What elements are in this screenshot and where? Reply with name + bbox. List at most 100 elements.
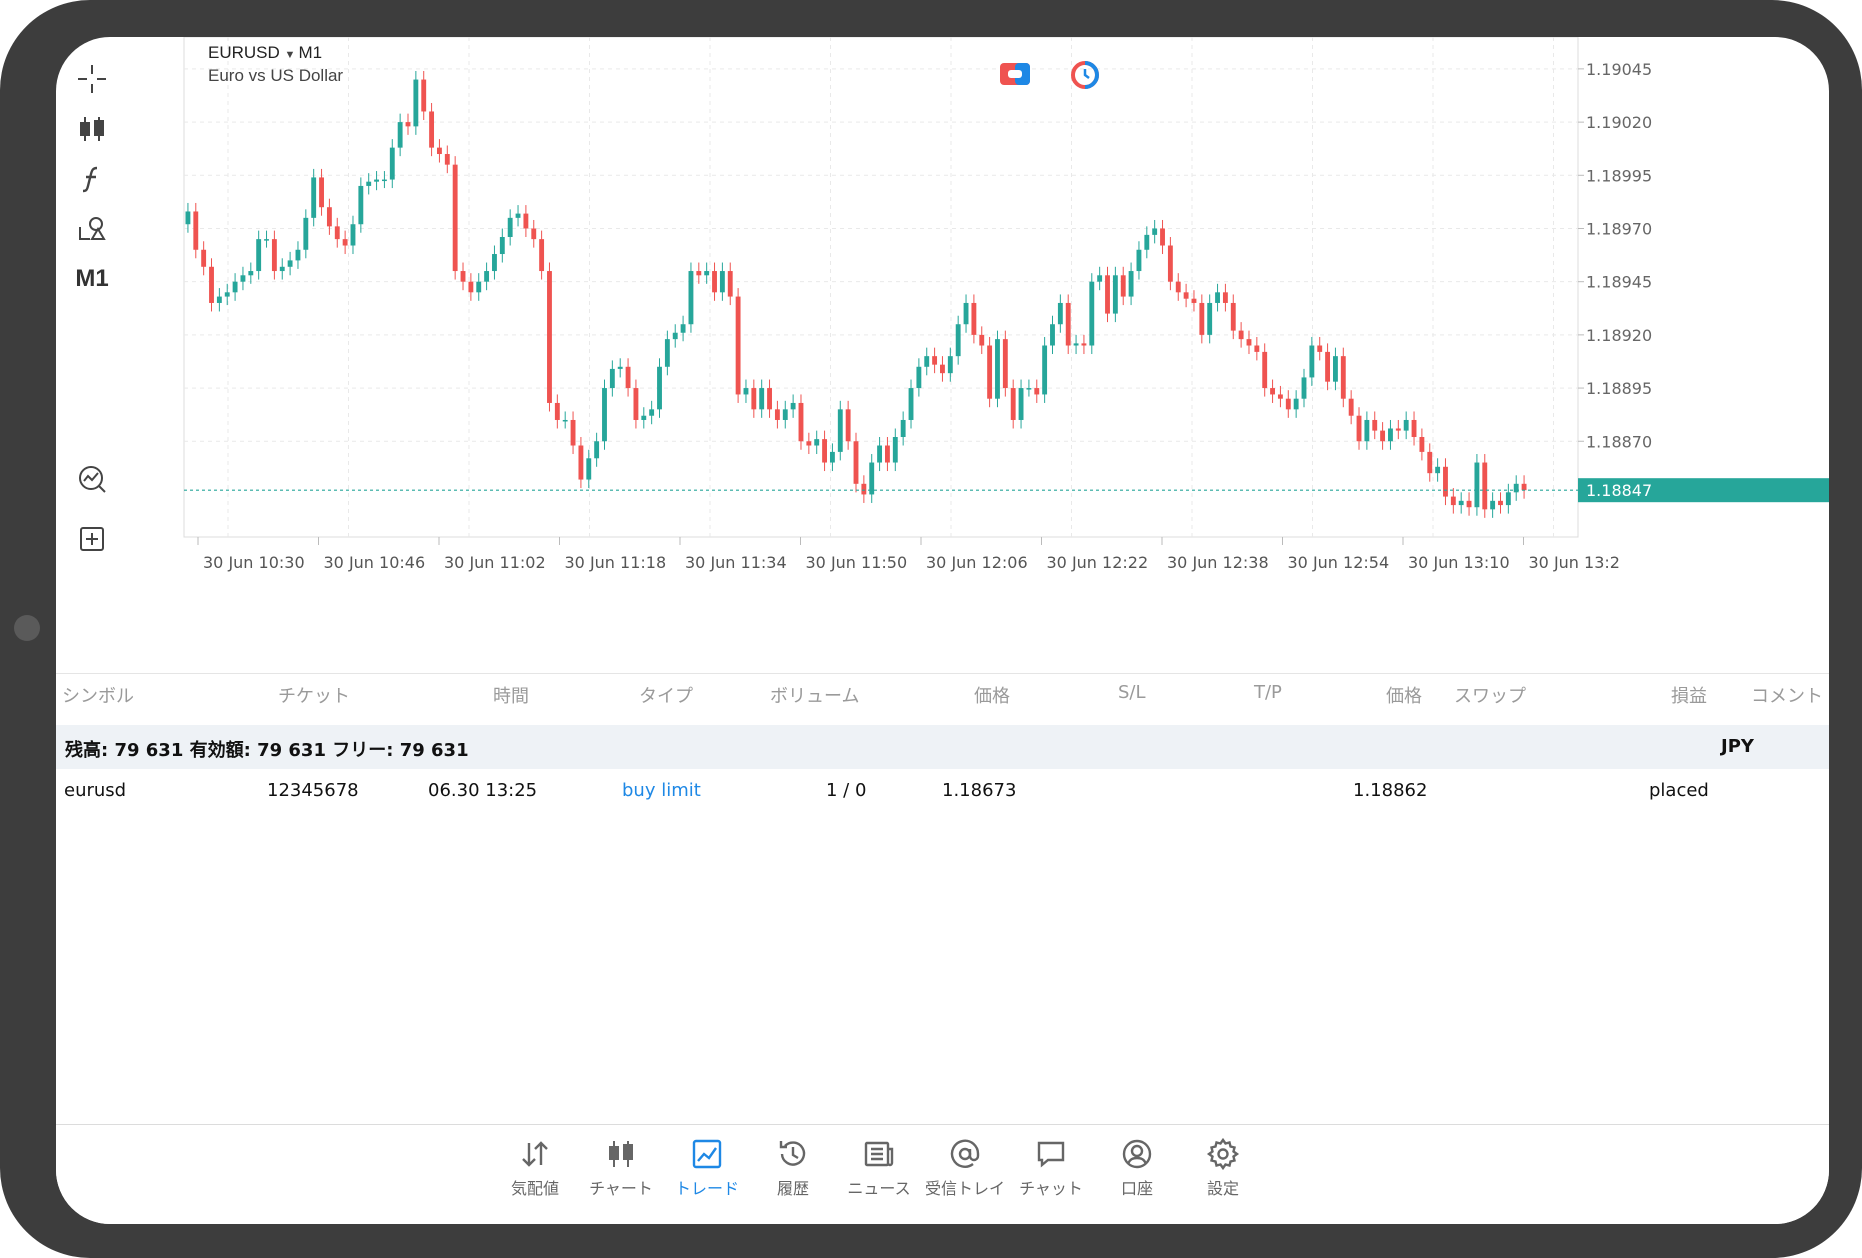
- col-ticket[interactable]: チケット: [278, 686, 350, 707]
- candle-body: [437, 147, 442, 155]
- candle-body: [1120, 275, 1126, 297]
- chart-symbol[interactable]: EURUSD: [208, 43, 280, 62]
- candle-body: [885, 445, 890, 463]
- price-axis-label: 1.19045: [1586, 60, 1652, 79]
- nav-quotes-label: 気配値: [510, 1179, 559, 1198]
- candle-body: [1215, 292, 1220, 303]
- nav-chart[interactable]: チャート: [571, 1137, 671, 1217]
- col-volume[interactable]: ボリューム: [770, 686, 860, 707]
- chart-type-candles-icon[interactable]: [70, 107, 114, 151]
- candle-body: [782, 409, 788, 420]
- candle-body: [1152, 228, 1158, 235]
- symbol-dropdown-arrow-icon[interactable]: ▼: [284, 49, 299, 61]
- candle-body: [657, 366, 662, 410]
- candle-body: [1246, 339, 1252, 346]
- candle-body: [1191, 298, 1197, 303]
- candle-body: [1270, 388, 1275, 395]
- nav-chat[interactable]: チャット: [1001, 1137, 1101, 1217]
- objects-shapes-icon[interactable]: [70, 207, 114, 251]
- candle-body: [476, 281, 482, 293]
- time-axis-label: 30 Jun 12:06: [926, 553, 1028, 572]
- chart-symbol-description: Euro vs US Dollar: [208, 66, 344, 85]
- col-type[interactable]: タイプ: [639, 686, 693, 707]
- candle-body: [1450, 496, 1456, 506]
- candle-body: [287, 260, 293, 267]
- cell-comment: placed: [1649, 780, 1709, 801]
- candle-body: [1498, 500, 1503, 506]
- candle-body: [602, 388, 607, 442]
- candle-body: [1301, 377, 1307, 399]
- candle-body: [1175, 281, 1181, 293]
- candle-body: [256, 239, 262, 272]
- candle-body: [1034, 388, 1040, 395]
- candle-body: [303, 217, 309, 250]
- price-axis-label: 1.18870: [1586, 432, 1652, 451]
- col-tp[interactable]: T/P: [1254, 682, 1282, 703]
- nav-settings[interactable]: 設定: [1173, 1137, 1273, 1217]
- candle-body: [326, 207, 332, 227]
- settings-gear-icon: [1206, 1137, 1240, 1171]
- candle-body: [366, 181, 372, 186]
- col-swap[interactable]: スワップ: [1454, 686, 1526, 707]
- candle-body: [719, 271, 725, 293]
- col-comment[interactable]: コメント: [1751, 686, 1823, 707]
- candle-body: [1238, 330, 1244, 340]
- candle-body: [829, 451, 835, 463]
- candle-body: [672, 332, 678, 340]
- candle-body: [1325, 351, 1331, 382]
- candlestick-chart[interactable]: 1.19045 1.19020 1.18995 1.18970 1.18945 1.189…: [128, 37, 1829, 673]
- price-chart[interactable]: 1.19045 1.19020 1.18995 1.18970 1.18945 1.189…: [128, 37, 1829, 673]
- candle-body: [790, 402, 796, 410]
- bottom-navigation: 気配値 チャート トレード 履歴 ニュース 受信トレイ チャット 口座: [56, 1124, 1829, 1224]
- candle-body: [987, 345, 993, 399]
- candle-body: [444, 154, 450, 165]
- candle-body: [594, 441, 600, 459]
- chart-symbol-header[interactable]: EURUSD ▼ M1: [208, 43, 322, 63]
- candle-body: [1105, 275, 1110, 314]
- candle-body: [774, 409, 780, 420]
- nav-news-label: ニュース: [847, 1179, 911, 1198]
- col-symbol[interactable]: シンボル: [62, 686, 134, 707]
- nav-news[interactable]: ニュース: [829, 1137, 929, 1217]
- candle-body: [1073, 343, 1079, 346]
- nav-mailbox[interactable]: 受信トレイ: [915, 1137, 1015, 1217]
- candle-body: [924, 356, 930, 367]
- nav-account-label: 口座: [1120, 1179, 1153, 1198]
- candle-body: [1160, 228, 1165, 246]
- nav-settings-label: 設定: [1206, 1179, 1239, 1198]
- candle-body: [547, 271, 552, 403]
- account-summary-row[interactable]: 残高: 79 631 有効額: 79 631 フリー: 79 631 JPY: [56, 725, 1829, 769]
- col-profit[interactable]: 損益: [1671, 686, 1707, 707]
- price-axis-label: 1.18895: [1586, 379, 1652, 398]
- candle-body: [570, 419, 576, 446]
- new-order-icon[interactable]: [70, 517, 114, 561]
- candle-body: [798, 402, 804, 442]
- nav-trade[interactable]: トレード: [657, 1137, 757, 1217]
- candle-body: [963, 302, 969, 325]
- candle-body: [1474, 462, 1480, 508]
- crosshair-icon[interactable]: [70, 57, 114, 101]
- candle-body: [1293, 398, 1299, 410]
- col-price[interactable]: 価格: [974, 686, 1010, 707]
- chart-toolbar: M1: [56, 37, 128, 673]
- candle-body: [1521, 483, 1527, 491]
- time-axis-label: 30 Jun 12:54: [1288, 553, 1390, 572]
- timeframe-button[interactable]: M1: [75, 265, 109, 292]
- candle-body: [248, 271, 254, 276]
- candle-body: [374, 179, 379, 182]
- nav-quotes[interactable]: 気配値: [485, 1137, 585, 1217]
- candle-body: [649, 409, 655, 416]
- col-sl[interactable]: S/L: [1118, 682, 1146, 703]
- col-time[interactable]: 時間: [493, 686, 529, 707]
- table-row[interactable]: eurusd 12345678 06.30 13:25 buy limit 1 …: [56, 769, 1829, 813]
- chat-bubble-icon: [1037, 1141, 1065, 1168]
- col-current-price[interactable]: 価格: [1386, 686, 1422, 707]
- nav-account[interactable]: 口座: [1087, 1137, 1187, 1217]
- nav-history[interactable]: 履歴: [743, 1137, 843, 1217]
- chart-timeframe: M1: [298, 43, 323, 62]
- candle-body: [1026, 388, 1032, 390]
- orders-table-header: シンボル チケット 時間 タイプ ボリューム 価格 S/L T/P 価格 スワッ…: [56, 673, 1829, 712]
- trade-chart-search-icon[interactable]: [70, 457, 114, 501]
- candle-body: [562, 419, 568, 422]
- indicators-f-icon[interactable]: [70, 157, 114, 201]
